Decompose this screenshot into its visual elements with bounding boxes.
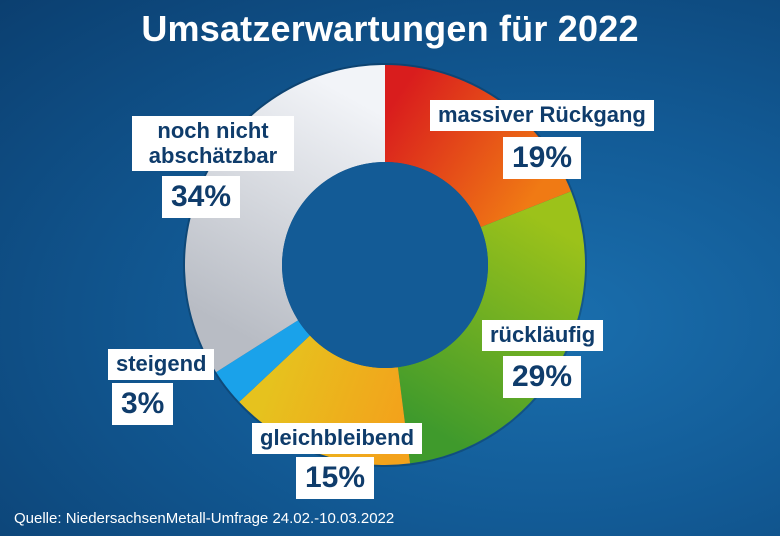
donut-hole [282,162,488,368]
donut-slice-steigend [216,320,310,402]
chart-title: Umsatzerwartungen für 2022 [141,8,639,49]
slice-label-massiver-rueckgang: massiver Rückgang [430,100,654,131]
slice-value-gleichbleibend: 15% [296,457,375,499]
source-note: Quelle: NiedersachsenMetall-Umfrage 24.0… [14,510,395,527]
slice-label-steigend: steigend [108,349,215,380]
slice-label-ruecklaeufig: rückläufig [482,320,604,351]
slice-value-ruecklaeufig: 29% [503,356,582,398]
slice-value-massiver-rueckgang: 19% [503,137,582,179]
slice-value-steigend: 3% [112,383,174,425]
slice-label-gleichbleibend: gleichbleibend [252,423,423,454]
slice-value-noch-nicht-abschaetzbar: 34% [162,176,241,218]
slice-label-noch-nicht-abschaetzbar: noch nicht abschätzbar [132,116,294,172]
